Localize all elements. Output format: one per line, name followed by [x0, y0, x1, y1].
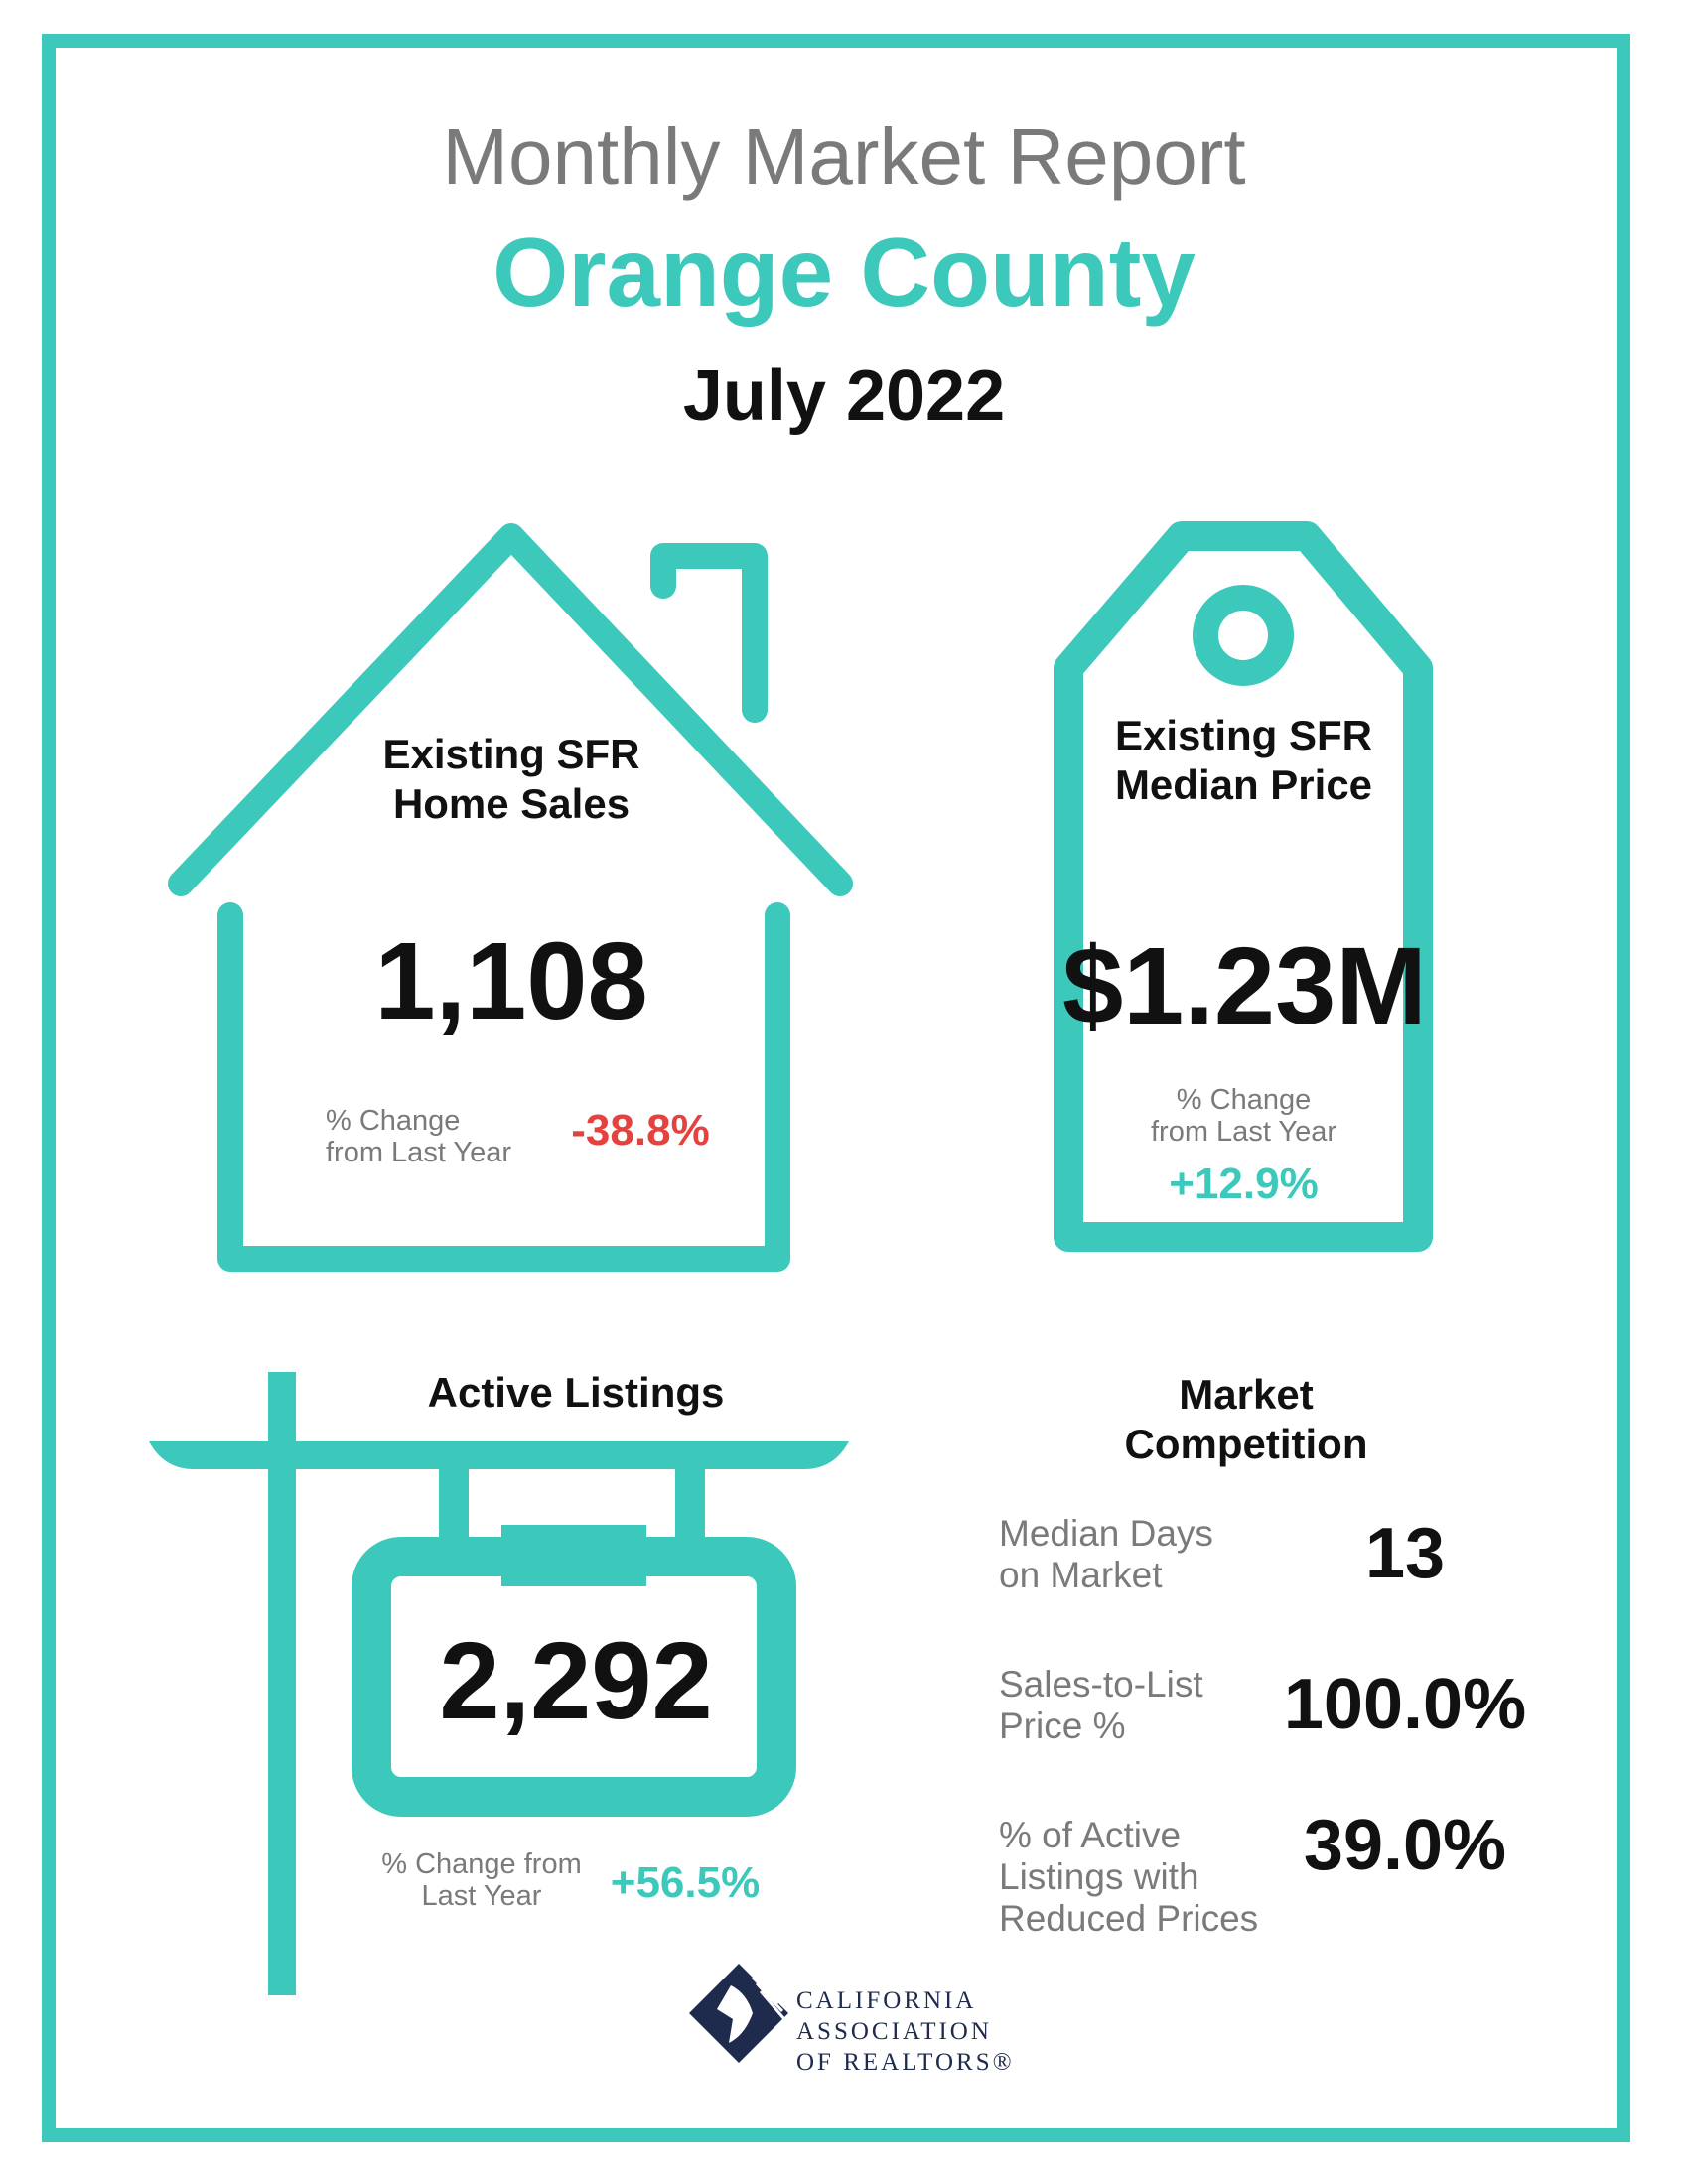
home-sales-label: Existing SFR Home Sales: [382, 731, 640, 827]
realtors-logo-mark: [689, 1964, 788, 2063]
price-tag-icon: [1054, 521, 1433, 1252]
home-sales-value: 1,108: [374, 920, 648, 1042]
median-price-label: Existing SFR Median Price: [1114, 712, 1373, 808]
active-listings-change-label: % Change from Last Year: [381, 1848, 582, 1912]
reduced-prices-value: 39.0%: [1303, 1806, 1507, 1885]
active-listings-change: +56.5%: [610, 1858, 761, 1907]
home-sales-change-label: % Change from Last Year: [326, 1105, 511, 1168]
sales-to-list-label: Sales-to-List Price %: [999, 1664, 1203, 1746]
active-listings-value: 2,292: [439, 1620, 713, 1742]
market-competition-title: Market Competition: [1124, 1371, 1368, 1467]
median-days-value: 13: [1364, 1514, 1446, 1593]
median-price-change-label: % Change from Last Year: [1151, 1084, 1336, 1148]
house-icon: [168, 523, 853, 1272]
realtors-logo-text: CALIFORNIA ASSOCIATION OF REALTORS®: [796, 1987, 1015, 2076]
active-listings-label: Active Listings: [427, 1369, 725, 1416]
region-title: Orange County: [492, 217, 1196, 327]
period-title: July 2022: [682, 356, 1006, 436]
sales-to-list-value: 100.0%: [1283, 1665, 1527, 1744]
listing-sign-board: [352, 1537, 796, 1817]
page-border: [42, 34, 1630, 2142]
median-price-value: $1.23M: [1062, 925, 1427, 1047]
report-title: Monthly Market Report: [442, 112, 1246, 201]
home-sales-change: -38.8%: [571, 1106, 710, 1155]
median-price-change: +12.9%: [1169, 1160, 1319, 1208]
median-days-label: Median Days on Market: [999, 1513, 1213, 1595]
reduced-prices-label: % of Active Listings with Reduced Prices: [999, 1815, 1259, 1939]
